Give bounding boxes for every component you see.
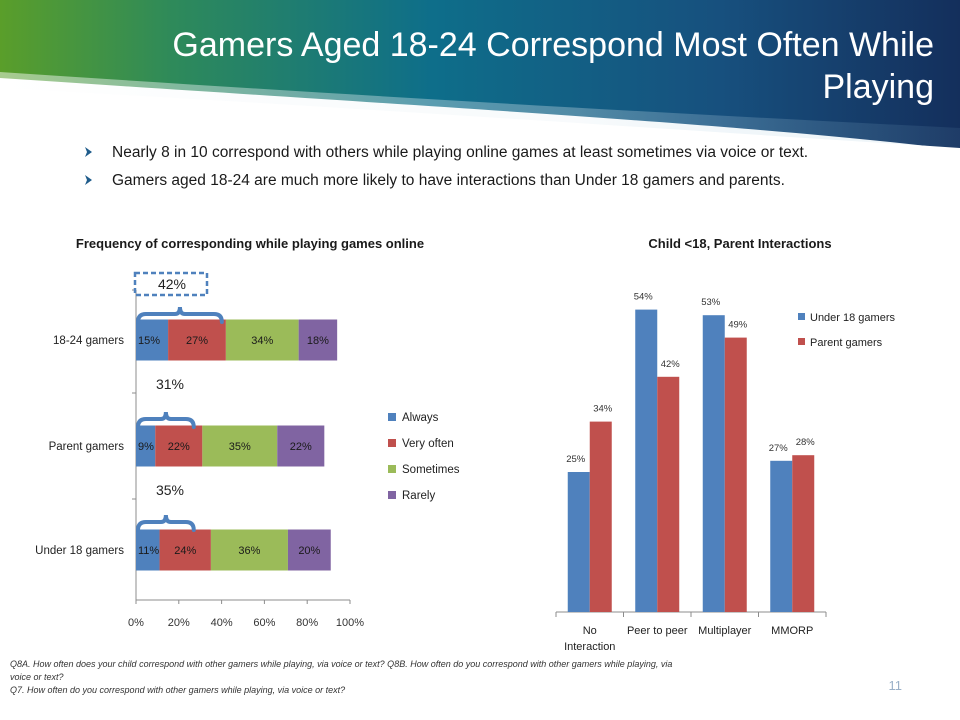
data-label: 53% <box>701 297 721 308</box>
legend-swatch <box>798 338 805 345</box>
category-label: 18-24 gamers <box>53 335 124 347</box>
footnote: Q8A. How often does your child correspon… <box>10 658 690 697</box>
legend-swatch <box>798 313 805 320</box>
callout-label: 31% <box>156 376 184 392</box>
data-label: 27% <box>186 335 208 347</box>
data-label: 18% <box>307 335 329 347</box>
data-label: 25% <box>566 454 586 465</box>
footnote-line: Q8A. How often does your child correspon… <box>10 659 673 682</box>
data-label: 49% <box>728 320 748 331</box>
bar-segment <box>277 425 325 467</box>
data-label: 27% <box>769 443 789 454</box>
category-label: Multiplayer <box>698 625 752 637</box>
bar-segment <box>155 425 203 467</box>
bullet-list: Nearly 8 in 10 correspond with others wh… <box>84 142 884 198</box>
data-label: 15% <box>138 335 160 347</box>
bar-segment <box>287 529 331 571</box>
callout-bracket <box>136 306 224 324</box>
chevron-right-icon <box>85 175 92 185</box>
chart-title-interactions: Child <18, Parent Interactions <box>648 236 832 251</box>
bar-segment <box>136 319 169 361</box>
x-tick-label: 100% <box>336 617 364 629</box>
category-label: Parent gamers <box>49 441 125 453</box>
stacked-bar-chart: 0% 20% 40% 60% 80% 100% 18-24 gamers 15% 27% 34% 1… <box>35 271 460 629</box>
x-tick-label: 0% <box>128 617 144 629</box>
callout-label: 42% <box>158 276 186 292</box>
category-label: MMORP <box>771 625 813 637</box>
data-label: 42% <box>661 359 681 370</box>
callout-label: 35% <box>156 482 184 498</box>
category-label: Peer to peer <box>627 625 688 637</box>
bullet-item: Gamers aged 18-24 are much more likely t… <box>84 170 884 192</box>
x-tick-label: 80% <box>296 617 318 629</box>
category-label: Under 18 gamers <box>35 545 124 557</box>
bullet-text: Gamers aged 18-24 are much more likely t… <box>112 172 785 189</box>
x-tick-label: 40% <box>211 617 233 629</box>
category-label: No <box>583 625 597 637</box>
bullet-text: Nearly 8 in 10 correspond with others wh… <box>112 144 809 161</box>
data-label: 11% <box>138 545 159 557</box>
bar <box>792 455 815 612</box>
bar <box>567 472 590 612</box>
bar <box>724 337 747 612</box>
data-label: 20% <box>298 545 320 557</box>
data-label: 35% <box>229 441 251 453</box>
page-number: 11 <box>888 678 903 693</box>
data-label: 34% <box>251 335 273 347</box>
legend-label: Sometimes <box>402 464 460 476</box>
bar-segment <box>159 529 211 571</box>
callout-box <box>133 271 209 297</box>
data-label: 24% <box>174 545 196 557</box>
data-label: 34% <box>593 404 613 415</box>
bar <box>770 460 793 612</box>
bar-segment <box>210 529 288 571</box>
data-label: 22% <box>290 441 312 453</box>
bar-segment <box>136 425 156 467</box>
data-label: 28% <box>796 437 816 448</box>
legend-label: Under 18 gamers <box>810 312 895 324</box>
legend-label: Very often <box>402 438 454 450</box>
legend-swatch <box>388 491 396 499</box>
x-tick-label: 60% <box>253 617 275 629</box>
category-label: Interaction <box>564 641 615 653</box>
bar-segment <box>298 319 338 361</box>
x-tick-label: 20% <box>168 617 190 629</box>
chevron-right-icon <box>85 147 92 157</box>
callout-bracket <box>136 514 196 532</box>
legend-label: Parent gamers <box>810 337 883 349</box>
data-label: 36% <box>238 545 260 557</box>
bar <box>702 315 725 612</box>
title-banner <box>0 0 960 150</box>
callout-bracket <box>136 411 196 429</box>
legend-label: Always <box>402 412 439 424</box>
legend-label: Rarely <box>402 490 435 502</box>
bar-segment <box>225 319 299 361</box>
bar-segment <box>168 319 226 361</box>
chart-title-frequency: Frequency of corresponding while playing… <box>75 236 425 251</box>
bar <box>635 309 658 612</box>
bar-segment <box>136 529 160 571</box>
data-label: 22% <box>168 441 190 453</box>
legend-swatch <box>388 413 396 421</box>
data-label: 54% <box>634 292 654 303</box>
bar <box>657 376 680 612</box>
bullet-item: Nearly 8 in 10 correspond with others wh… <box>84 142 884 164</box>
legend-swatch <box>388 439 396 447</box>
footnote-line: Q7. How often do you correspond with oth… <box>10 685 346 695</box>
data-label: 9% <box>138 441 154 453</box>
page-title: Gamers Aged 18-24 Correspond Most Often … <box>172 26 934 106</box>
bar-segment <box>202 425 278 467</box>
bar <box>589 421 612 612</box>
grouped-bar-chart: 25% 34% No Interaction 54% 42% Peer to peer 53%… <box>555 292 895 653</box>
legend-swatch <box>388 465 396 473</box>
